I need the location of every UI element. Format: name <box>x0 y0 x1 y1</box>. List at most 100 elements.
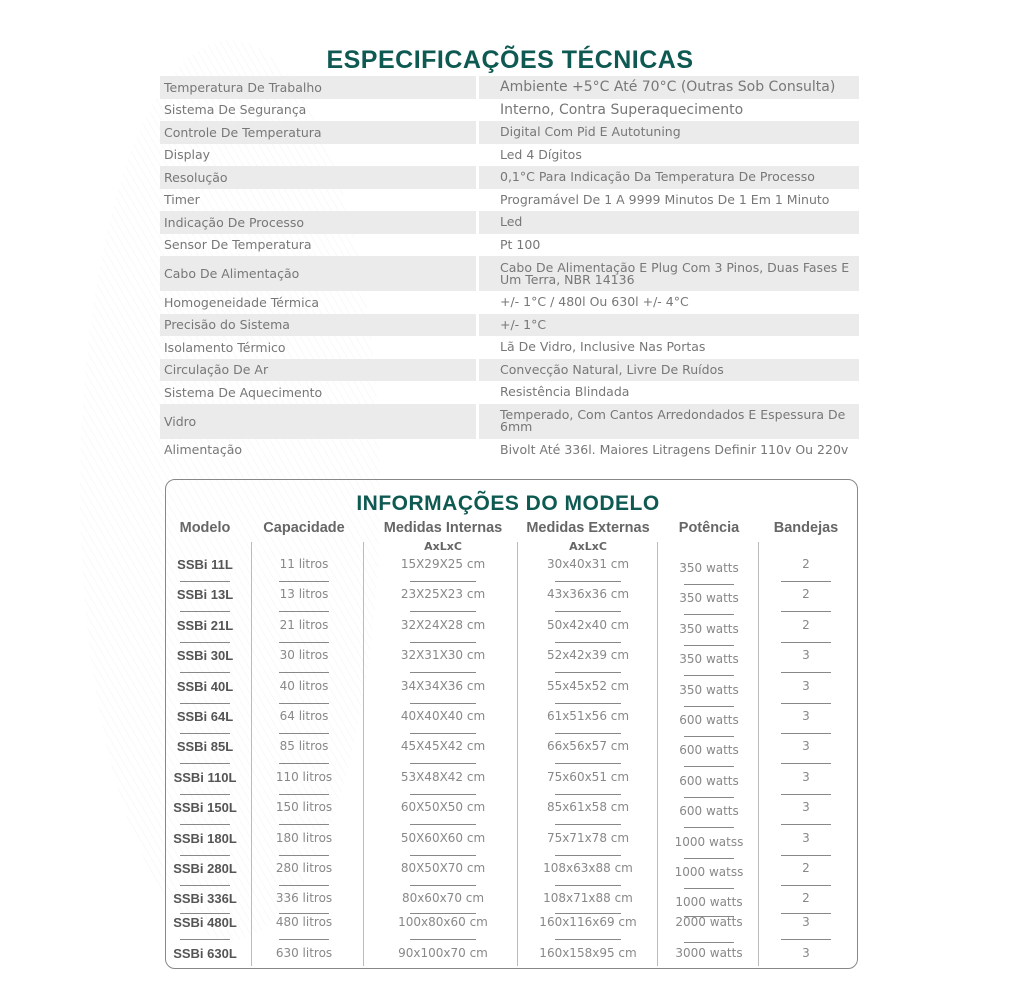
row-separator <box>684 916 734 917</box>
cell-capacidade: 336 litros <box>275 891 333 905</box>
spec-label: Vidro <box>164 413 197 429</box>
spec-label: Temperatura De Trabalho <box>164 79 322 95</box>
row-separator <box>555 703 621 704</box>
spec-row: Isolamento Térmico Lã De Vidro, Inclusive… <box>160 336 859 359</box>
cell-modelo: SSBi 280L <box>173 861 237 876</box>
background-decoration <box>80 40 380 940</box>
cell-potencia: 1000 watts <box>675 895 743 909</box>
spec-value: Temperado, Com Cantos Arredondados E Esp… <box>476 403 859 439</box>
row-separator <box>781 763 831 764</box>
row-separator <box>180 611 230 612</box>
spec-value: Digital Com Pid E Autotuning <box>476 121 859 144</box>
spec-row: Sistema De Aquecimento Resistência Blinda… <box>160 381 859 404</box>
row-separator <box>684 766 734 767</box>
cell-medidas-internas: 60X50X50 cm <box>400 800 486 814</box>
row-separator <box>180 939 230 940</box>
cell-modelo: SSBi 21L <box>176 618 234 633</box>
spec-value: Led 4 Dígitos <box>476 143 859 166</box>
spec-label: Indicação De Processo <box>164 214 305 230</box>
row-separator <box>279 855 329 856</box>
cell-capacidade: 110 litros <box>275 770 333 784</box>
row-separator <box>684 645 734 646</box>
cell-capacidade: 11 litros <box>279 557 329 571</box>
cell-medidas-externas: 108x71x88 cm <box>543 891 633 905</box>
row-separator <box>684 584 734 585</box>
row-separator <box>410 611 476 612</box>
cell-modelo: SSBi 180L <box>173 831 237 846</box>
model-title: INFORMAÇÕES DO MODELO <box>356 492 660 515</box>
spec-value: Ambiente +5°C Até 70°C (Outras Sob Consu… <box>476 76 859 99</box>
cell-medidas-internas: 45X45X42 cm <box>400 739 486 753</box>
row-separator <box>279 672 329 673</box>
column-divider <box>517 542 518 966</box>
cell-modelo: SSBi 11L <box>177 557 233 572</box>
row-separator <box>555 642 621 643</box>
row-separator <box>180 885 230 886</box>
row-separator <box>684 827 734 828</box>
cell-medidas-internas: 15X29X25 cm <box>400 557 486 571</box>
row-separator <box>684 858 734 859</box>
spec-table: Temperatura De Trabalho Ambiente +5°C Até… <box>160 76 859 461</box>
row-separator <box>180 763 230 764</box>
cell-medidas-externas: 66x56x57 cm <box>546 739 630 753</box>
row-separator <box>781 733 831 734</box>
cell-medidas-externas: 52x42x39 cm <box>546 648 630 662</box>
cell-bandejas: 3 <box>802 739 810 753</box>
row-separator <box>180 703 230 704</box>
row-separator <box>555 733 621 734</box>
spec-row: Alimentação Bivolt Até 336l. Maiores Litr… <box>160 438 859 461</box>
cell-medidas-internas: 50X60X60 cm <box>400 831 486 845</box>
cell-bandejas: 2 <box>802 891 810 905</box>
subheader-internas: AxLxC <box>424 540 462 553</box>
cell-medidas-externas: 55x45x52 cm <box>546 679 630 693</box>
cell-potencia: 350 watts <box>679 622 739 636</box>
column-divider <box>657 542 658 966</box>
spec-value: 0,1°C Para Indicação Da Temperatura De P… <box>476 166 859 189</box>
cell-medidas-internas: 80x60x70 cm <box>401 891 485 905</box>
column-divider <box>363 542 364 966</box>
spec-value: Convecção Natural, Livre De Ruídos <box>476 358 859 381</box>
spec-row: Sensor De Temperatura Pt 100 <box>160 233 859 256</box>
cell-modelo: SSBi 13L <box>176 587 234 602</box>
cell-bandejas: 3 <box>802 770 810 784</box>
spec-value: Pt 100 <box>476 233 859 256</box>
row-separator <box>781 672 831 673</box>
row-separator <box>781 855 831 856</box>
row-separator <box>555 581 621 582</box>
row-separator <box>555 672 621 673</box>
row-separator <box>410 913 476 914</box>
subheader-externas: AxLxC <box>569 540 607 553</box>
row-separator <box>555 763 621 764</box>
cell-capacidade: 480 litros <box>275 915 333 929</box>
spec-label: Isolamento Térmico <box>164 339 286 355</box>
row-separator <box>781 794 831 795</box>
row-separator <box>684 888 734 889</box>
spec-value: Interno, Contra Superaquecimento <box>476 98 859 121</box>
cell-potencia: 2000 watts <box>675 915 743 929</box>
spec-row: Precisão do Sistema +/- 1°C <box>160 313 859 336</box>
row-separator <box>410 763 476 764</box>
cell-bandejas: 3 <box>802 679 810 693</box>
cell-bandejas: 3 <box>802 800 810 814</box>
column-divider <box>251 542 252 966</box>
cell-capacidade: 13 litros <box>279 587 329 601</box>
column-divider <box>758 542 759 966</box>
row-separator <box>781 703 831 704</box>
cell-medidas-internas: 23X25X23 cm <box>400 587 486 601</box>
cell-modelo: SSBi 480L <box>173 915 237 930</box>
spec-label: Alimentação <box>164 442 243 458</box>
row-separator <box>180 733 230 734</box>
spec-value: +/- 1°C <box>476 313 859 336</box>
row-separator <box>180 855 230 856</box>
spec-value: Cabo De Alimentação E Plug Com 3 Pinos, … <box>476 256 859 291</box>
spec-value: Bivolt Até 336l. Maiores Litragens Defin… <box>476 438 859 461</box>
row-separator <box>279 763 329 764</box>
row-separator <box>684 942 734 943</box>
row-separator <box>279 611 329 612</box>
cell-medidas-internas: 80X50X70 cm <box>400 861 486 875</box>
header-medidas-internas: Medidas Internas <box>383 520 503 536</box>
cell-capacidade: 630 litros <box>275 946 333 960</box>
row-separator <box>410 794 476 795</box>
spec-row: Circulação De Ar Convecção Natural, Livre… <box>160 358 859 381</box>
spec-label: Controle De Temperatura <box>164 124 322 140</box>
